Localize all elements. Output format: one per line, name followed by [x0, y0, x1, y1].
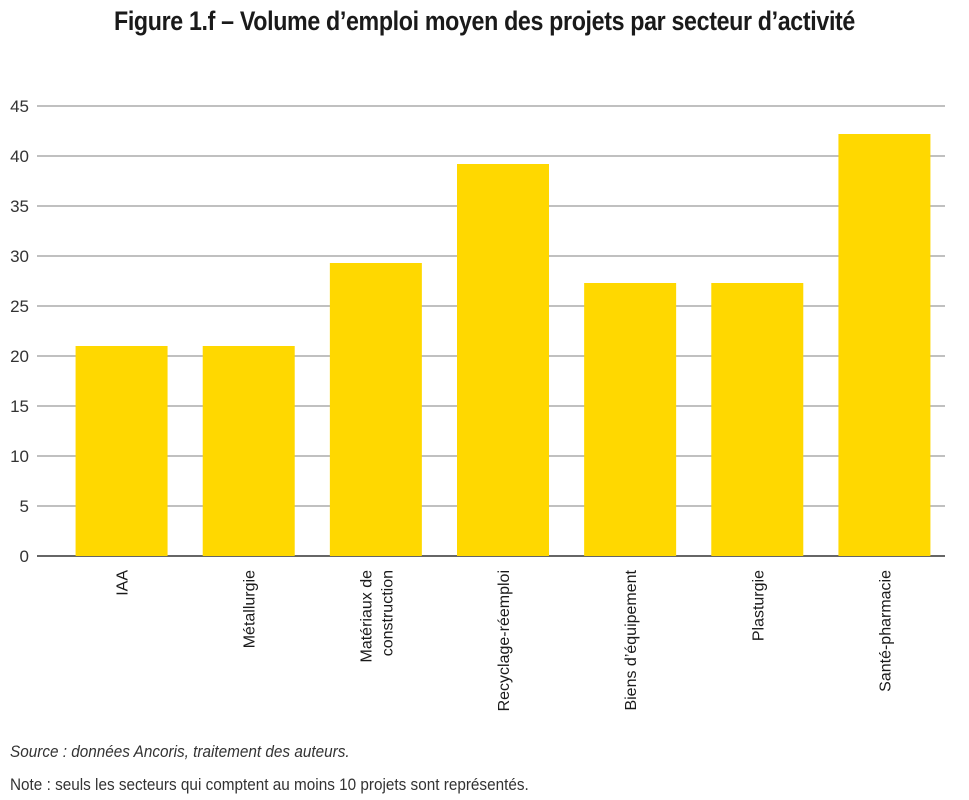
y-tick-label: 0 — [20, 547, 29, 566]
chart-title: Figure 1.f – Volume d’emploi moyen des p… — [113, 6, 856, 36]
bar — [202, 346, 295, 556]
x-category-label: Métallurgie — [242, 570, 259, 648]
bar — [584, 283, 677, 556]
x-category-label: Plasturgie — [750, 570, 767, 641]
y-tick-label: 25 — [10, 297, 29, 316]
bar — [457, 164, 549, 556]
footnote: Note : seuls les secteurs qui comptent a… — [10, 775, 529, 794]
y-tick-label: 20 — [10, 347, 29, 366]
x-category-label: Santé-pharmacie — [877, 570, 894, 692]
y-tick-label: 45 — [10, 97, 29, 116]
bar — [838, 134, 931, 556]
bar-chart: 0 5 10 15 20 25 30 35 40 45 IAA Métallurgie Matéria… — [10, 97, 945, 711]
bar — [75, 346, 168, 556]
y-tick-label: 35 — [10, 197, 29, 216]
x-category-label: Recyclage-réemploi — [496, 570, 513, 711]
bar — [329, 263, 422, 556]
y-tick-label: 15 — [10, 397, 29, 416]
y-tick-label: 40 — [10, 147, 29, 166]
x-category-label: Biens d’équipement — [623, 569, 640, 710]
y-tick-label: 30 — [10, 247, 29, 266]
source-note: Source : données Ancoris, traitement des… — [10, 742, 350, 761]
y-tick-label: 5 — [20, 497, 29, 516]
x-axis-labels: IAA Métallurgie Matériaux de construction Re… — [115, 569, 895, 711]
x-category-label: IAA — [115, 570, 132, 596]
x-category-label: Matériaux de construction — [358, 570, 396, 663]
bars — [75, 134, 931, 556]
bar — [711, 283, 804, 556]
y-tick-label: 10 — [10, 447, 29, 466]
y-axis-ticks: 0 5 10 15 20 25 30 35 40 45 — [10, 97, 29, 566]
